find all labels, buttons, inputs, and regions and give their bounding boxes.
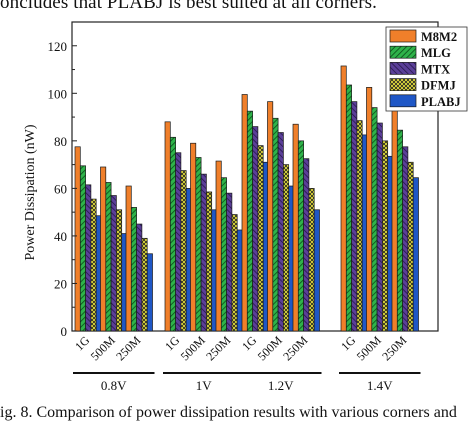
x-tick-labels: 1G500M250M0.8V1G500M250M1V1G500M250M1.2V… (72, 333, 421, 393)
bar-M8M2-1.4V-250M (391, 103, 398, 332)
y-tick-label: 120 (48, 39, 68, 54)
bar-M8M2-1V-1G (164, 121, 171, 332)
bar-DFMJ-1V-250M (231, 214, 238, 332)
bar-M8M2-1.2V-250M (292, 123, 299, 332)
bar-M8M2-0.8V-1G (74, 146, 81, 332)
bar-MLG-1.4V-1G (345, 84, 352, 332)
x-tick-label: 250M (113, 333, 143, 363)
bar-MLG-1.2V-1G (246, 110, 253, 332)
legend-label-MTX: MTX (421, 62, 450, 76)
legend-swatch-MLG (389, 45, 417, 59)
bar-MTX-1.4V-1G (351, 101, 358, 332)
group-label: 1.2V (268, 378, 294, 393)
axis-ticks: 0 20 40 60 80 100 120 Power Dissipation (nW) (23, 21, 77, 339)
bar-DFMJ-1.4V-1G (356, 120, 363, 332)
bar-MLG-1.4V-250M (396, 129, 403, 332)
group-label: 1V (196, 378, 213, 393)
bar-MTX-1.4V-250M (402, 146, 409, 332)
bar-DFMJ-1V-1G (180, 170, 187, 332)
x-tick-label: 500M (354, 333, 384, 363)
bar-MTX-0.8V-250M (136, 223, 143, 332)
bar-M8M2-0.8V-250M (125, 185, 132, 332)
bar-MLG-1.2V-250M (297, 140, 304, 332)
legend: M8M2 MLG MTX DFMJ PLABJ (385, 26, 468, 112)
x-tick-label: 500M (88, 333, 118, 363)
caption-bottom-text: ig. 8. Comparison of power dissipation r… (0, 404, 457, 421)
bar-DFMJ-1V-500M (206, 191, 213, 332)
x-tick-label: 500M (255, 333, 285, 363)
group-label: 0.8V (101, 378, 127, 393)
bar-MTX-1V-250M (226, 192, 233, 332)
bar-PLABJ-1.4V-250M (412, 177, 419, 332)
bar-MLG-1.4V-500M (371, 107, 378, 332)
bar-MLG-0.8V-500M (105, 182, 112, 332)
bar-M8M2-0.8V-500M (100, 166, 107, 332)
x-tick-label: 500M (178, 333, 208, 363)
bar-DFMJ-0.8V-250M (141, 237, 148, 332)
bar-DFMJ-1.4V-250M (407, 161, 414, 332)
bar-DFMJ-0.8V-500M (116, 209, 123, 332)
bar-MLG-1.2V-500M (272, 117, 279, 332)
bar-MLG-1V-500M (195, 157, 202, 332)
bar-M8M2-1V-500M (190, 142, 197, 332)
x-tick-label: 250M (280, 333, 310, 363)
x-tick-label: 250M (203, 333, 233, 363)
bar-M8M2-1.2V-1G (241, 94, 248, 332)
bar-marks (74, 65, 419, 332)
y-tick-label: 100 (48, 86, 68, 101)
bar-DFMJ-1.4V-500M (382, 140, 389, 332)
bar-M8M2-1V-250M (215, 160, 222, 332)
bar-MTX-1.4V-500M (376, 122, 383, 332)
legend-label-PLABJ: PLABJ (421, 95, 461, 109)
bar-MTX-0.8V-1G (85, 184, 92, 332)
bar-MTX-0.8V-500M (110, 195, 117, 332)
bar-M8M2-1.2V-500M (267, 101, 274, 332)
y-tick-label: 20 (54, 276, 67, 291)
bar-M8M2-1.4V-500M (366, 87, 373, 332)
bar-PLABJ-1.2V-250M (313, 209, 320, 332)
bar-MTX-1.2V-250M (303, 158, 310, 332)
legend-swatch-PLABJ (389, 94, 417, 108)
bar-MLG-1V-1G (169, 136, 176, 332)
bar-DFMJ-0.8V-1G (90, 198, 97, 332)
legend-swatch-MTX (389, 62, 417, 75)
bar-M8M2-1.4V-1G (340, 65, 347, 332)
bar-MLG-0.8V-250M (130, 207, 137, 332)
caption-top-text: oncludes that PLABJ is best suited at al… (0, 0, 378, 13)
group-label: 1.4V (367, 378, 393, 393)
bar-DFMJ-1.2V-1G (257, 145, 264, 332)
legend-label-DFMJ: DFMJ (421, 79, 456, 93)
y-tick-label: 80 (54, 134, 67, 149)
bar-DFMJ-1.2V-250M (308, 188, 315, 332)
bar-MLG-1V-250M (220, 177, 227, 332)
bar-MTX-1.2V-1G (252, 126, 259, 332)
y-tick-label: 60 (54, 181, 67, 196)
bar-MTX-1.2V-500M (277, 132, 284, 332)
legend-swatch-M8M2 (389, 29, 417, 43)
bar-DFMJ-1.2V-500M (283, 164, 290, 332)
legend-label-MLG: MLG (421, 46, 451, 60)
y-axis-label: Power Dissipation (nW) (23, 124, 38, 260)
bar-MTX-1V-500M (200, 173, 207, 332)
bar-MTX-1V-1G (175, 152, 182, 332)
legend-swatch-DFMJ (389, 78, 417, 91)
bar-PLABJ-0.8V-250M (146, 253, 153, 332)
bar-MLG-0.8V-1G (79, 165, 86, 332)
x-tick-label: 250M (379, 333, 409, 363)
legend-label-M8M2: M8M2 (421, 30, 457, 44)
y-tick-label: 0 (61, 324, 68, 339)
y-tick-label: 40 (54, 229, 67, 244)
